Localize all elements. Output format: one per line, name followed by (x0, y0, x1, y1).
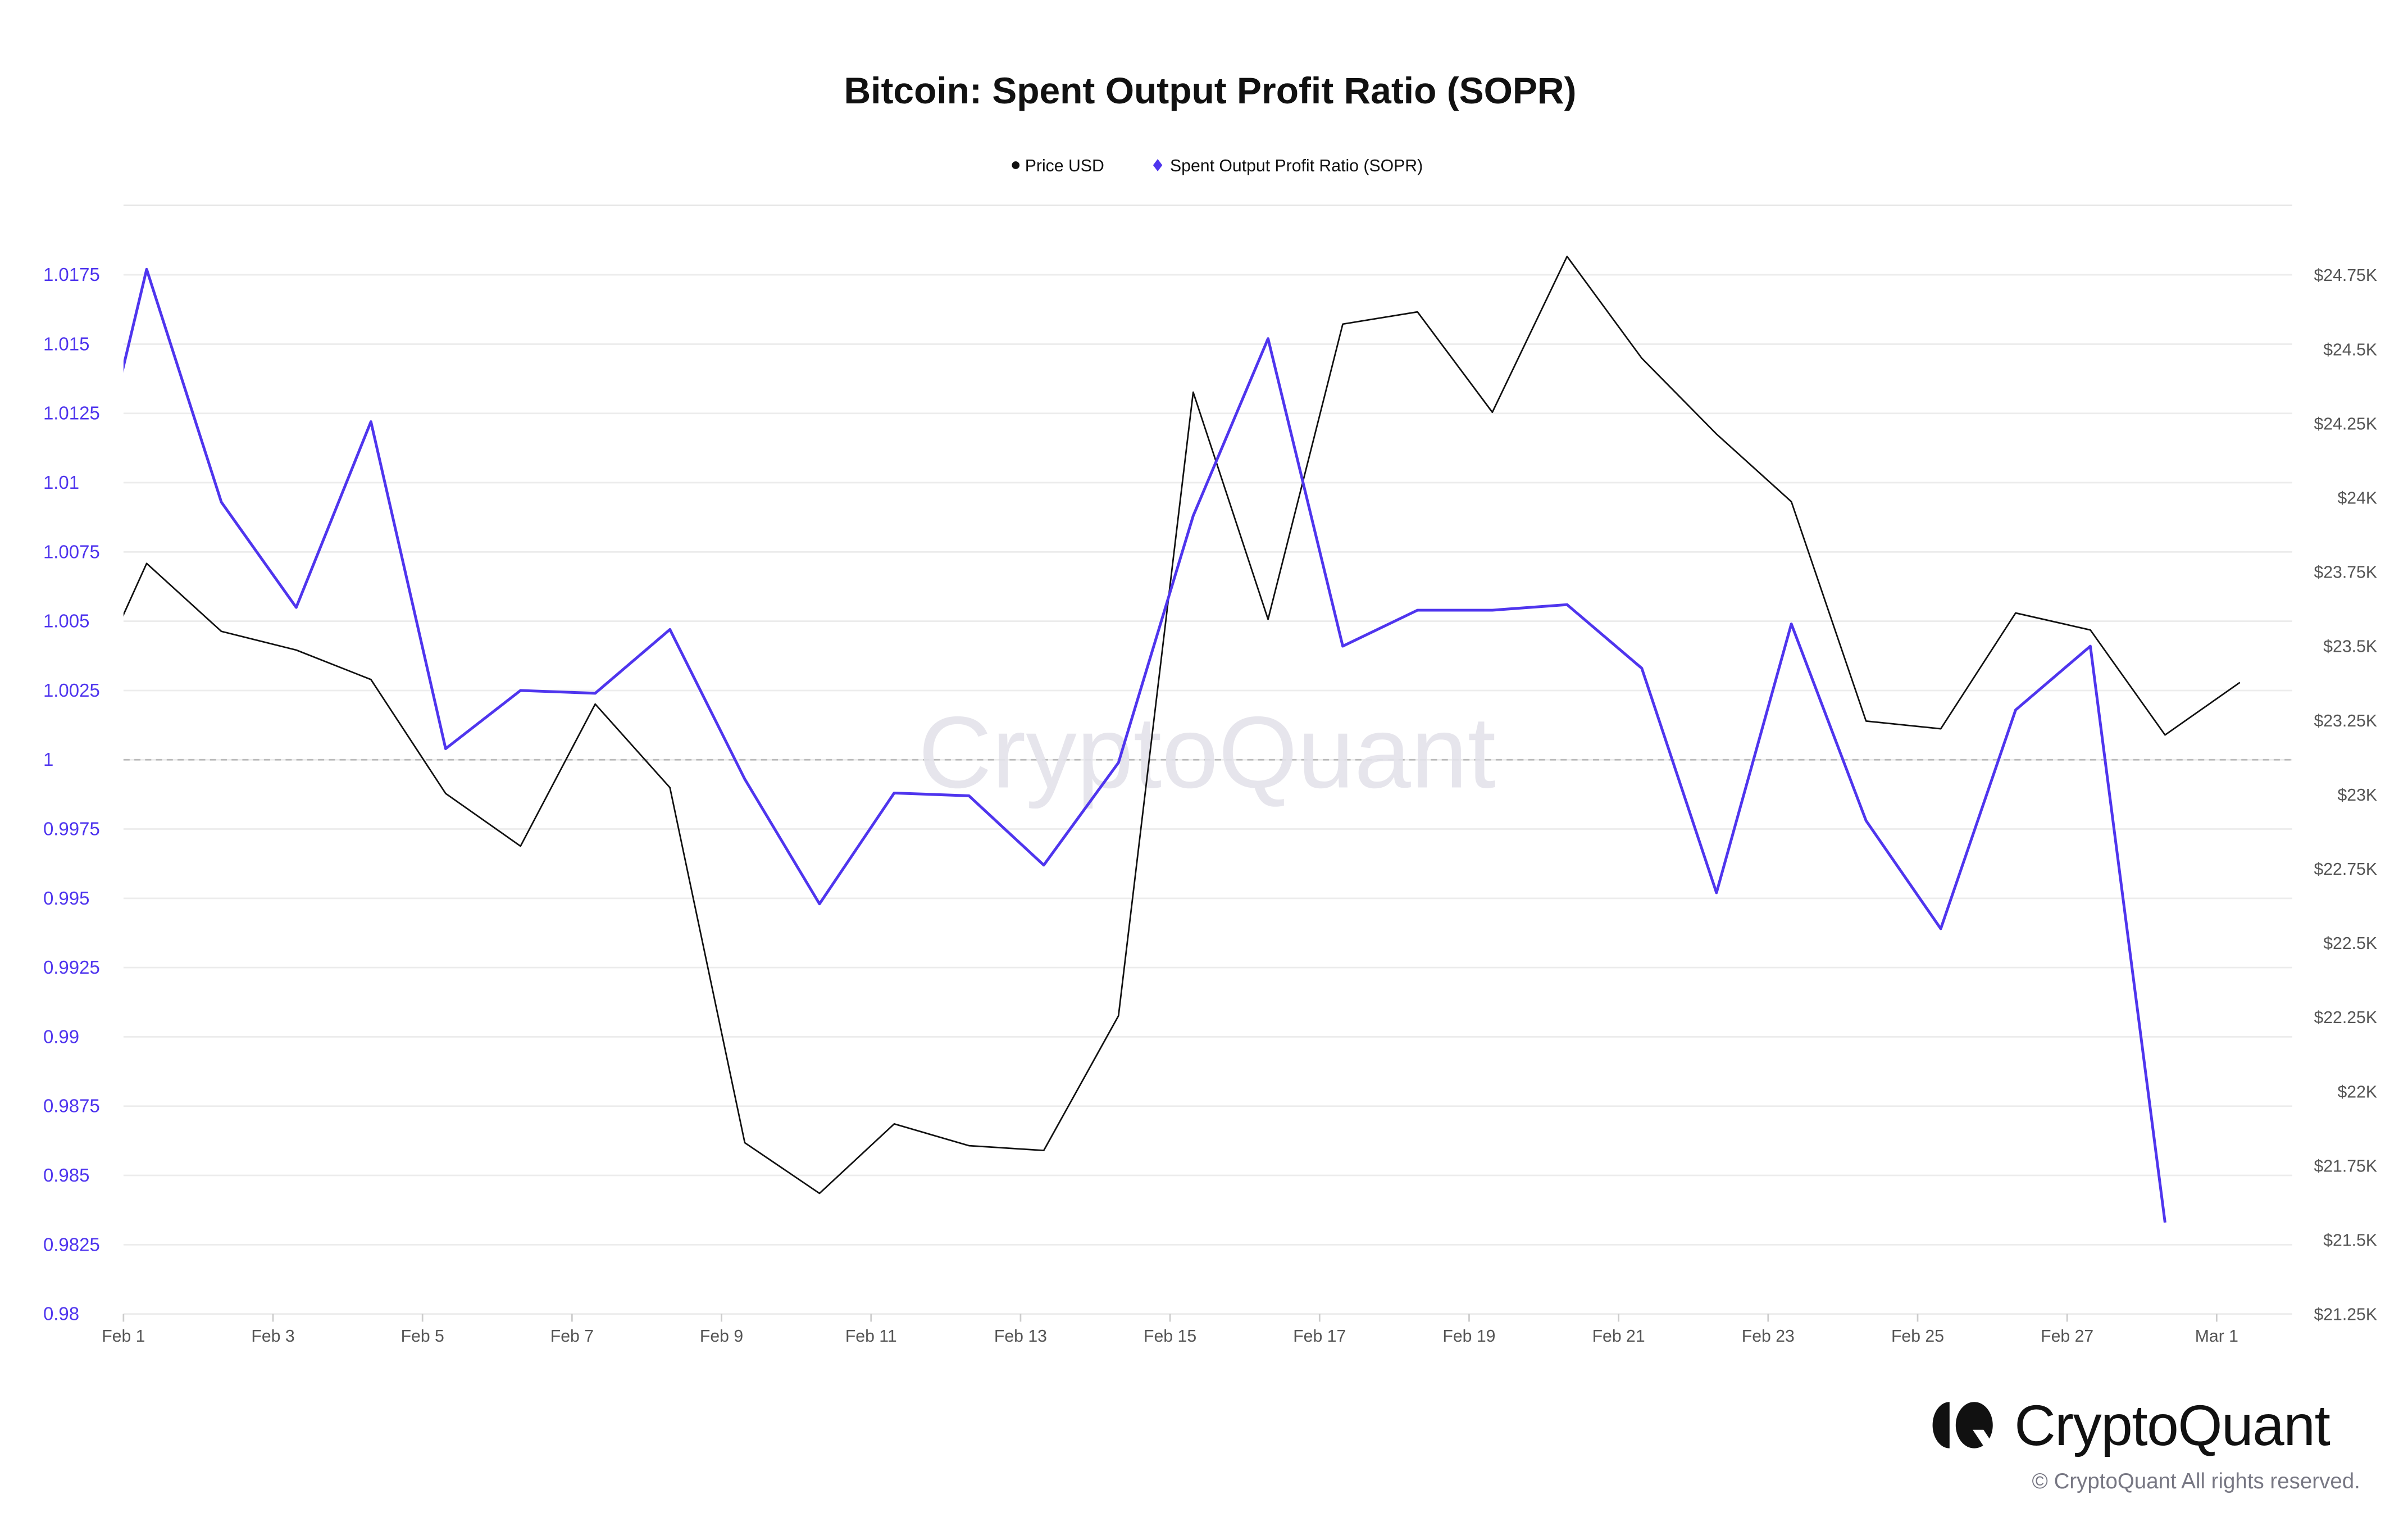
left-tick-label: 0.9825 (43, 1234, 100, 1255)
x-tick-label: Feb 5 (401, 1327, 444, 1346)
x-tick-label: Feb 11 (845, 1327, 897, 1346)
x-axis: Feb 1 Feb 3 Feb 5 Feb 7 Feb 9 Feb 11 Feb 13 Feb… (102, 1314, 2238, 1346)
right-tick-label: $21.25K (2314, 1306, 2377, 1324)
x-tick-label: Feb 25 (1891, 1327, 1944, 1346)
right-tick-label: $23K (2337, 786, 2377, 805)
right-axis: $21.25K $21.5K $21.75K $22K $22.25K $22.5K $22… (2314, 266, 2377, 1324)
price-usd-line (123, 256, 2241, 1194)
right-tick-label: $23.5K (2323, 638, 2377, 656)
x-tick-label: Feb 23 (1742, 1327, 1795, 1346)
right-tick-label: $24K (2337, 489, 2377, 507)
right-tick-label: $24.5K (2323, 340, 2377, 359)
x-tick-label: Feb 7 (550, 1327, 594, 1346)
x-tick-label: Feb 13 (994, 1327, 1047, 1346)
left-tick-label: 1.0025 (43, 680, 100, 701)
footer-logo: CryptoQuant © CryptoQuant All rights res… (1932, 1393, 2360, 1493)
chart-title: Bitcoin: Spent Output Profit Ratio (SOPR… (844, 70, 1577, 111)
left-tick-label: 1 (43, 749, 53, 770)
legend-diamond-icon (1153, 159, 1163, 172)
left-tick-label: 0.9875 (43, 1096, 100, 1116)
right-tick-label: $22.75K (2314, 860, 2377, 879)
cryptoquant-logo-icon (1932, 1402, 1993, 1448)
left-tick-label: 1.0125 (43, 403, 100, 424)
watermark: CryptoQuant (918, 696, 1496, 810)
x-tick-label: Feb 19 (1442, 1327, 1495, 1346)
left-tick-label: 1.015 (43, 333, 90, 354)
x-tick-label: Feb 1 (102, 1327, 145, 1346)
x-tick-label: Feb 17 (1293, 1327, 1346, 1346)
left-tick-label: 0.9925 (43, 957, 100, 978)
series-lines (123, 256, 2241, 1223)
x-tick-label: Feb 3 (251, 1327, 294, 1346)
left-tick-label: 1.005 (43, 611, 90, 632)
right-tick-label: $22.25K (2314, 1009, 2377, 1027)
left-tick-label: 0.985 (43, 1165, 90, 1186)
right-tick-label: $22K (2337, 1083, 2377, 1101)
right-tick-label: $24.75K (2314, 266, 2377, 285)
x-tick-label: Feb 15 (1144, 1327, 1196, 1346)
left-tick-label: 1.0175 (43, 264, 100, 285)
x-tick-label: Feb 27 (2041, 1327, 2093, 1346)
right-tick-label: $23.25K (2314, 712, 2377, 730)
right-tick-label: $21.5K (2323, 1232, 2377, 1250)
sopr-line (123, 267, 2166, 1223)
x-tick-label: Feb 9 (700, 1327, 743, 1346)
left-axis: 0.98 0.9825 0.985 0.9875 0.99 0.9925 0.995 0.99… (43, 264, 100, 1324)
right-tick-label: $24.25K (2314, 415, 2377, 433)
legend-label-sopr: Spent Output Profit Ratio (SOPR) (1170, 157, 1423, 175)
footer-brand: CryptoQuant (2014, 1393, 2330, 1457)
left-tick-label: 0.98 (43, 1303, 79, 1324)
x-tick-label: Mar 1 (2195, 1327, 2238, 1346)
left-tick-label: 0.9975 (43, 819, 100, 839)
left-tick-label: 1.01 (43, 472, 79, 493)
right-tick-label: $21.75K (2314, 1157, 2377, 1175)
left-tick-label: 0.995 (43, 888, 90, 909)
x-tick-label: Feb 21 (1592, 1327, 1645, 1346)
legend: Price USD Spent Output Profit Ratio (SOP… (1012, 157, 1423, 175)
footer-copyright: © CryptoQuant All rights reserved. (2032, 1469, 2360, 1493)
legend-circle-icon (1012, 161, 1020, 169)
legend-item-price[interactable]: Price USD (1012, 157, 1104, 175)
right-tick-label: $22.5K (2323, 934, 2377, 953)
legend-label-price: Price USD (1025, 157, 1104, 175)
left-tick-label: 1.0075 (43, 541, 100, 562)
left-tick-label: 0.99 (43, 1026, 79, 1047)
legend-item-sopr[interactable]: Spent Output Profit Ratio (SOPR) (1153, 157, 1423, 175)
right-tick-label: $23.75K (2314, 564, 2377, 582)
